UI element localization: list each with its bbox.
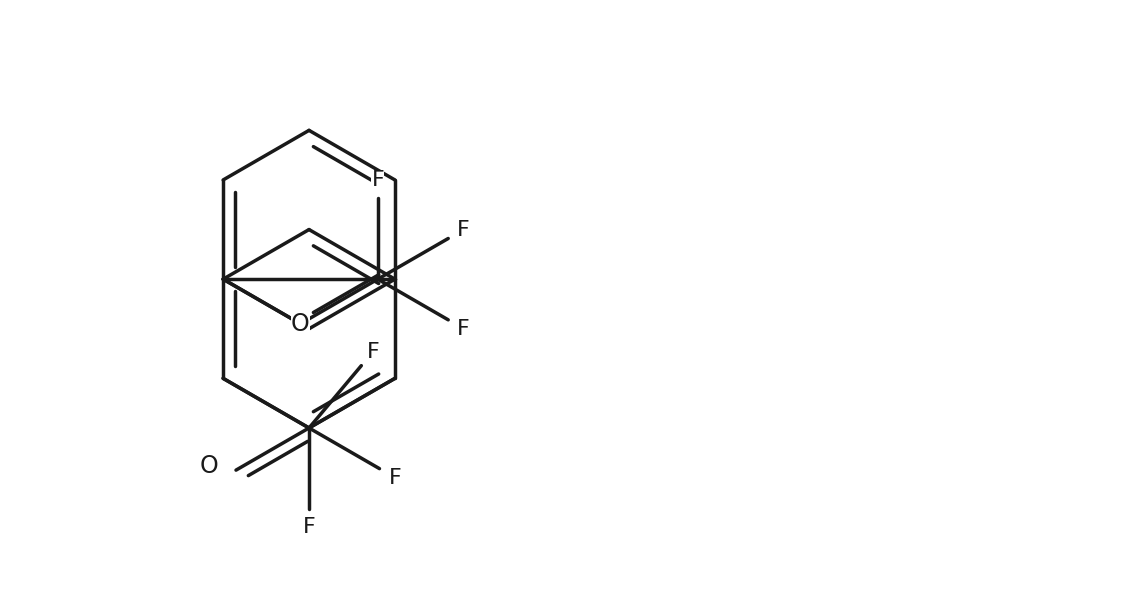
Text: F: F (389, 468, 401, 487)
Text: F: F (371, 170, 384, 190)
Text: F: F (302, 517, 316, 537)
Text: F: F (457, 219, 470, 240)
Text: O: O (199, 454, 218, 478)
Text: O: O (291, 312, 310, 336)
Text: F: F (366, 342, 379, 362)
Text: F: F (457, 319, 470, 338)
